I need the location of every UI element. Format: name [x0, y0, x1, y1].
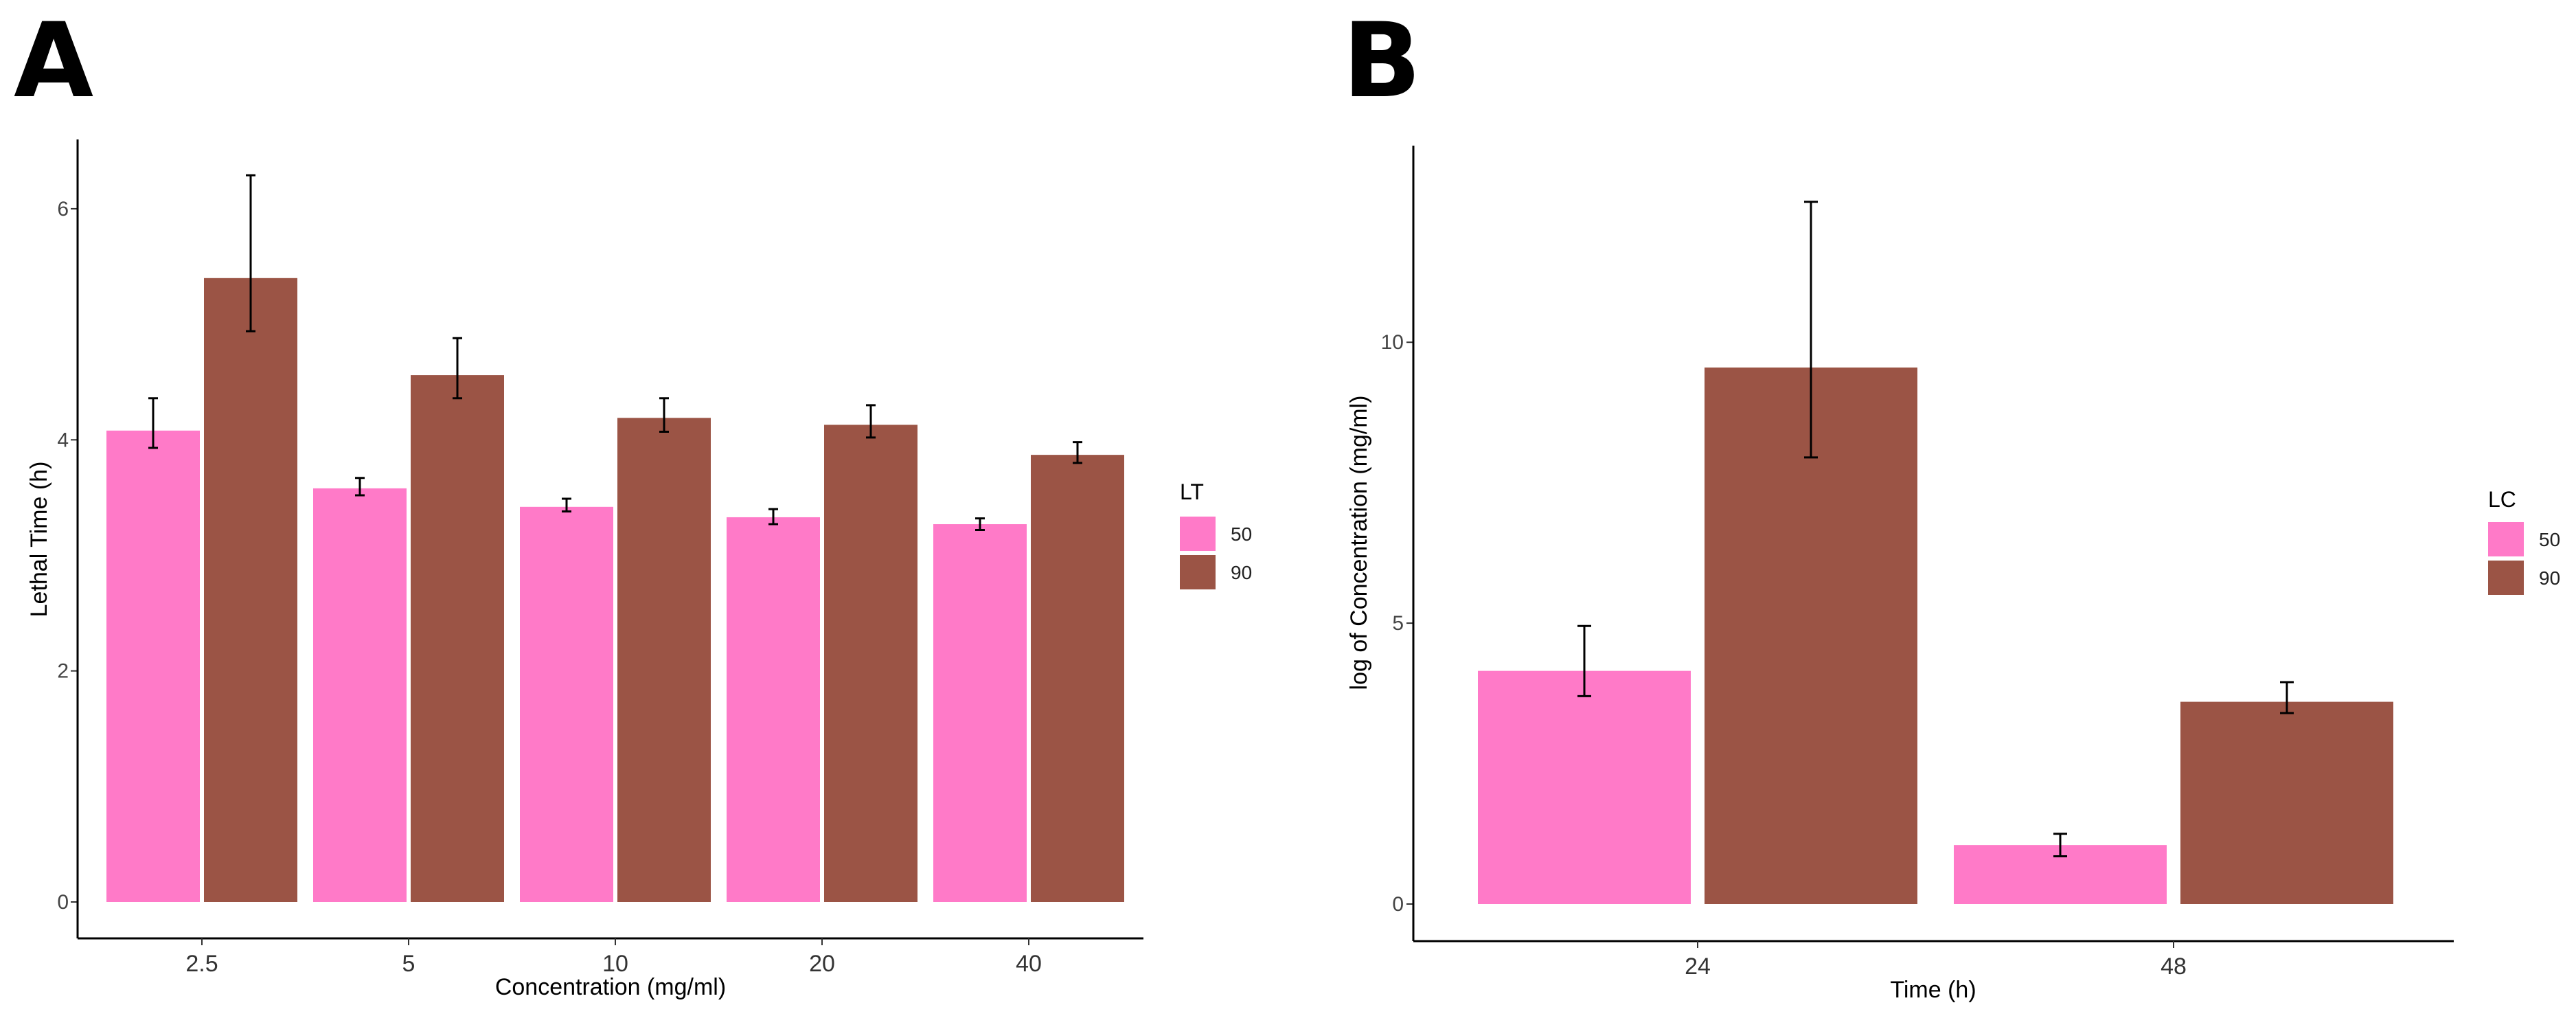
panel-b: B 0 5 10 24 48 Time (h) log of Concentratio…	[1343, 1, 2560, 1003]
panel-a-y-tick-label: 2	[57, 660, 69, 683]
panel-a-error-bar-5-50	[355, 477, 365, 497]
panel-a-x-ticks: 2.5 5 10 20 40	[185, 938, 1042, 977]
panel-a-y-tick-label: 6	[57, 198, 69, 221]
panel-b-error-bar-48-90	[2280, 681, 2294, 714]
panel-a-y-tick-label: 4	[57, 429, 69, 451]
panel-a-x-axis-title: Concentration (mg/ml)	[495, 974, 726, 1000]
panel-a-legend-swatch-50	[1180, 517, 1216, 551]
panel-a-error-bar-20-50	[768, 508, 778, 526]
panel-b-legend-swatch-50	[2488, 522, 2524, 556]
panel-a-bar-10-90	[617, 418, 711, 902]
panel-a-bar-10-50	[520, 506, 613, 902]
panel-b-legend-label-50: 50	[2539, 529, 2560, 550]
panel-b-y-tick-label: 0	[1392, 893, 1404, 916]
panel-a-bar-2.5-50	[106, 430, 200, 902]
panel-a-y-tick-label: 0	[57, 891, 69, 914]
panel-b-x-ticks: 24 48	[1685, 941, 2187, 980]
panel-a-legend-swatch-90	[1180, 555, 1216, 589]
panel-label-a: A	[14, 1, 93, 121]
panel-a-bar-40-90	[1031, 455, 1124, 902]
panel-label-b: B	[1343, 1, 1421, 121]
panel-b-bar-48-90	[2180, 701, 2393, 904]
panel-b-legend-label-90: 90	[2539, 567, 2560, 589]
panel-a-x-tick-label: 40	[1016, 951, 1042, 977]
panel-a-error-bar-10-90	[659, 397, 669, 433]
panel-a-y-ticks: 0 2 4 6	[57, 198, 78, 914]
panel-a-bar-5-90	[411, 375, 504, 902]
panel-b-legend-title: LC	[2488, 487, 2516, 512]
panel-a-error-bar-40-50	[975, 517, 985, 531]
panel-b-error-bar-24-50	[1577, 624, 1591, 697]
panel-b-error-bar-48-50	[2053, 833, 2067, 857]
panel-a-error-bar-5-90	[453, 337, 462, 400]
panel-a-legend-label-90: 90	[1231, 562, 1252, 583]
panel-a-legend: LT 50 90	[1180, 479, 1252, 589]
panel-a-error-bar-10-50	[562, 497, 571, 513]
panel-a-y-axis-title: Lethal Time (h)	[26, 462, 52, 618]
panel-a-x-tick-label: 2.5	[185, 951, 218, 977]
panel-b-error-bar-24-90	[1804, 201, 1818, 459]
panel-b-y-ticks: 0 5 10	[1381, 331, 1413, 916]
panel-a-x-tick-label: 5	[402, 951, 415, 977]
panel-a-bar-2.5-90	[204, 278, 297, 902]
panel-b-y-axis-title: log of Concentration (mg/ml)	[1346, 396, 1372, 690]
panel-b-legend: LC 50 90	[2488, 487, 2560, 595]
panel-b-y-tick-label: 5	[1392, 612, 1404, 635]
panel-b-legend-swatch-90	[2488, 561, 2524, 595]
panel-a-x-tick-label: 20	[809, 951, 835, 977]
panel-a-error-bar-40-90	[1073, 441, 1082, 464]
panel-a-error-bar-20-90	[866, 404, 876, 439]
panel-a-bar-20-50	[727, 517, 820, 902]
panel-a-error-bars	[148, 174, 1082, 531]
panel-a-bar-20-90	[824, 425, 917, 902]
panel-b-bars	[1478, 368, 2393, 904]
panel-a-legend-label-50: 50	[1231, 523, 1252, 545]
panel-a-bar-5-50	[313, 488, 407, 902]
panel-a-legend-title: LT	[1180, 479, 1204, 504]
panel-a-bars	[106, 278, 1124, 902]
panel-a-x-tick-label: 10	[602, 951, 628, 977]
panel-b-y-tick-label: 10	[1381, 331, 1404, 354]
panel-b-bar-24-50	[1478, 670, 1691, 904]
panel-b-x-tick-label: 48	[2161, 953, 2187, 980]
panel-b-x-axis-title: Time (h)	[1890, 977, 1976, 1003]
panel-b-error-bars	[1577, 201, 2294, 857]
panel-a-error-bar-2.5-90	[246, 174, 255, 332]
panel-a-error-bar-2.5-50	[148, 397, 158, 449]
panel-b-x-tick-label: 24	[1685, 953, 1711, 980]
panel-a-bar-40-50	[933, 524, 1027, 902]
